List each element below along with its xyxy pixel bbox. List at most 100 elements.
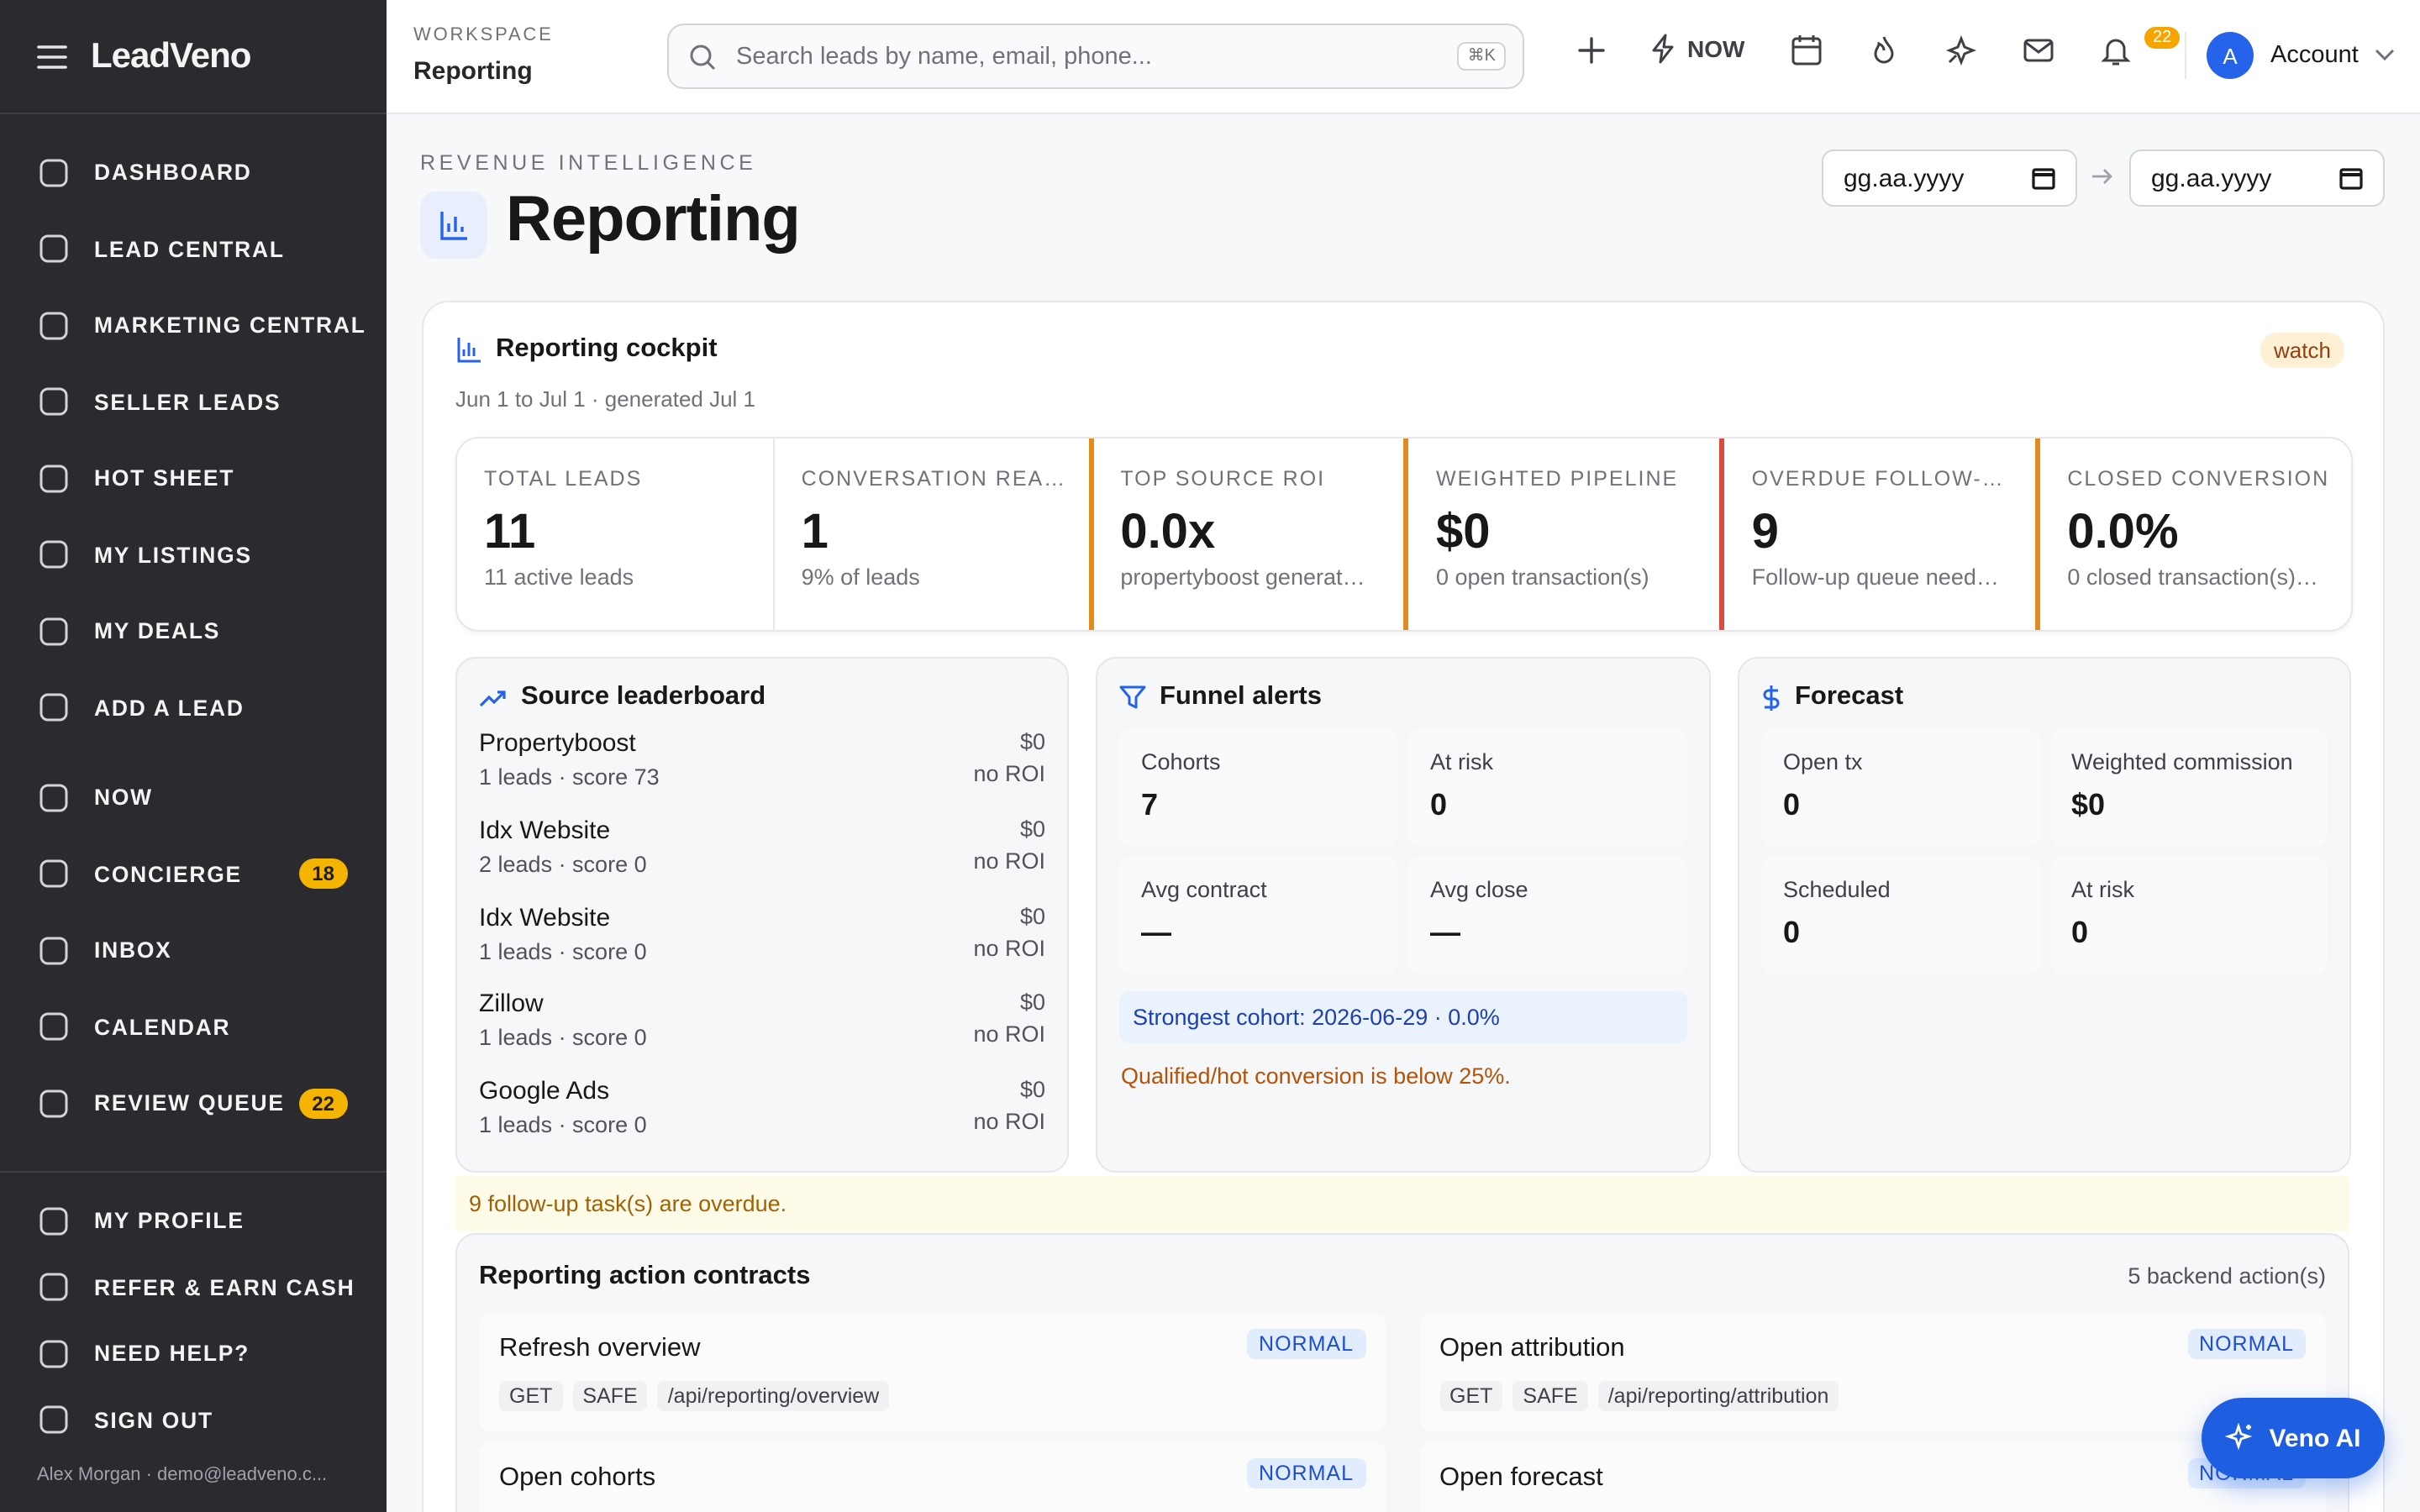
date-from-text: gg.aa.yyyy — [1844, 164, 1965, 192]
kpi-label: CONVERSATION REA… — [801, 467, 1067, 491]
nav-icon-shape — [39, 937, 68, 964]
source-metrics: $0 no ROI — [973, 1077, 1045, 1164]
nav-item[interactable]: ADD A LEAD — [0, 669, 387, 746]
funnel-stats: Cohorts 7 At risk 0 Avg contract — Avg close — — [1119, 729, 1687, 974]
contract-card[interactable]: Refresh overview NORMAL GET SAFE/api/report… — [479, 1312, 1386, 1431]
stat-card: Avg contract — — [1119, 857, 1398, 974]
source-metrics: $0 no ROI — [973, 816, 1045, 904]
contract-tags: GET SAFE/api/reporting/overview — [499, 1381, 1365, 1411]
date-icon — [2339, 168, 2363, 190]
overdue-banner: 9 follow-up task(s) are overdue. — [455, 1176, 2349, 1231]
kpi-value: 1 — [801, 506, 829, 559]
nav-badge: 18 — [298, 858, 348, 890]
add-icon[interactable] — [1575, 34, 1608, 67]
kpi-label: TOTAL LEADS — [484, 467, 643, 491]
kpi-strip: TOTAL LEADS 11 11 active leads CONVERSATION… — [455, 437, 2353, 632]
bell-icon[interactable] — [2099, 34, 2133, 67]
nav-icon-shape — [39, 465, 68, 492]
nav-icon — [39, 465, 68, 492]
contracts-title: Reporting action contracts — [479, 1262, 811, 1290]
nav-item[interactable]: HOT SHEET — [0, 440, 387, 517]
assistant-button[interactable]: Veno AI — [2202, 1398, 2385, 1478]
nav-item[interactable]: DASHBOARD — [0, 134, 387, 211]
source-info: Propertyboost 1 leads · score 73 — [479, 729, 660, 816]
nav-label: MY DEALS — [94, 618, 221, 644]
panel-header: Forecast — [1761, 682, 2328, 712]
nav-label: CALENDAR — [94, 1014, 231, 1040]
search[interactable]: Search leads by name, email, phone... ⌘K — [667, 24, 1524, 89]
contracts-grid: Refresh overview NORMAL GET SAFE/api/report… — [479, 1312, 2326, 1512]
nav-item[interactable]: REFER & EARN CASH — [0, 1254, 387, 1320]
source-roi: no ROI — [973, 848, 1045, 874]
leaderboard-row: Idx Website 1 leads · score 0 $0 no ROI — [479, 903, 1045, 990]
nav-label: DASHBOARD — [94, 160, 252, 186]
nav-item[interactable]: NOW — [0, 759, 387, 836]
stat-label: Cohorts — [1141, 749, 1221, 774]
nav-item[interactable]: SELLER LEADS — [0, 364, 387, 440]
nav-label: MY PROFILE — [94, 1208, 245, 1234]
date-to[interactable]: gg.aa.yyyy — [2129, 150, 2385, 207]
nav-item[interactable]: MY PROFILE — [0, 1188, 387, 1254]
nav-item[interactable]: MY DEALS — [0, 593, 387, 669]
kpi-label: TOP SOURCE ROI — [1120, 467, 1326, 491]
kpi-card: OVERDUE FOLLOW-… 9 Follow-up queue need… — [1719, 438, 2036, 630]
now-label: NOW — [1687, 35, 1745, 62]
now-button[interactable]: NOW — [1650, 34, 1744, 64]
status-pill: watch — [2260, 333, 2344, 368]
calendar-icon[interactable] — [1790, 34, 1823, 67]
nav-label: MY LISTINGS — [94, 542, 252, 568]
stat-value: 0 — [1430, 788, 1448, 822]
nav-secondary: NOW CONCIERGE 18 INBOX CALENDAR REVIEW QUEUE 2… — [0, 759, 387, 1142]
priority-pill: NORMAL — [2187, 1329, 2306, 1359]
nav-item[interactable]: CONCIERGE 18 — [0, 836, 387, 912]
kpi-note: propertyboost generat… — [1120, 564, 1365, 590]
page-title: Reporting — [506, 185, 801, 255]
kpi-card: CLOSED CONVERSION 0.0% 0 closed transactio… — [2035, 438, 2351, 630]
notification-badge: 22 — [2144, 27, 2181, 49]
nav-item[interactable]: LEAD CENTRAL — [0, 211, 387, 287]
stat-card: Scheduled 0 — [1761, 857, 2039, 974]
info-note: Strongest cohort: 2026-06-29 · 0.0% — [1119, 991, 1687, 1043]
priority-pill: NORMAL — [1247, 1329, 1365, 1359]
nav-icon-shape — [39, 235, 68, 263]
contract-safety: SAFE — [1512, 1381, 1588, 1411]
cockpit-subtitle: Jun 1 to Jul 1 · generated Jul 1 — [455, 386, 756, 412]
kpi-note: 11 active leads — [484, 564, 634, 590]
contract-card[interactable]: Open cohorts NORMAL — [479, 1441, 1386, 1512]
panel-header: Funnel alerts — [1119, 682, 1687, 712]
nav-item[interactable]: REVIEW QUEUE 22 — [0, 1065, 387, 1142]
contract-name: Open attribution — [1439, 1334, 1625, 1362]
nav-item[interactable]: SIGN OUT — [0, 1387, 387, 1453]
nav-item[interactable]: MY LISTINGS — [0, 517, 387, 593]
nav-label: NOW — [94, 785, 153, 811]
nav-icon — [39, 1089, 68, 1117]
contract-card[interactable]: Open attribution NORMAL GET SAFE/api/report… — [1419, 1312, 2326, 1431]
nav-icon — [39, 694, 68, 722]
mail-icon[interactable] — [2022, 34, 2055, 67]
brand[interactable]: LeadVeno — [91, 36, 251, 75]
menu-icon[interactable] — [37, 43, 67, 70]
nav-icon — [39, 541, 68, 569]
stat-card: At risk 0 — [2049, 857, 2328, 974]
date-from[interactable]: gg.aa.yyyy — [1822, 150, 2077, 207]
nav-item[interactable]: NEED HELP? — [0, 1320, 387, 1387]
search-icon — [690, 44, 716, 70]
stat-label: Avg close — [1430, 877, 1528, 902]
workspace: Reporting — [413, 57, 533, 86]
warning-note: Qualified/hot conversion is below 25%. — [1121, 1063, 1511, 1089]
leaderboard-row: Propertyboost 1 leads · score 73 $0 no ROI — [479, 729, 1045, 816]
nav-icon — [39, 617, 68, 645]
source-amount: $0 — [1019, 816, 1045, 842]
nav-item[interactable]: INBOX — [0, 912, 387, 989]
nav-item[interactable]: MARKETING CENTRAL — [0, 287, 387, 364]
account-menu[interactable]: A Account — [2185, 32, 2396, 79]
nav-label: REFER & EARN CASH — [94, 1274, 355, 1300]
nav-item[interactable]: CALENDAR — [0, 989, 387, 1065]
nav-icon — [39, 159, 68, 186]
nav-label: INBOX — [94, 937, 172, 963]
contract-card[interactable]: Open forecastNORMAL — [1419, 1441, 2326, 1512]
hot-icon[interactable] — [1867, 34, 1901, 67]
stat-label: Weighted commission — [2071, 749, 2293, 774]
concierge-icon[interactable] — [1944, 34, 1978, 67]
chevron — [2375, 49, 2395, 61]
